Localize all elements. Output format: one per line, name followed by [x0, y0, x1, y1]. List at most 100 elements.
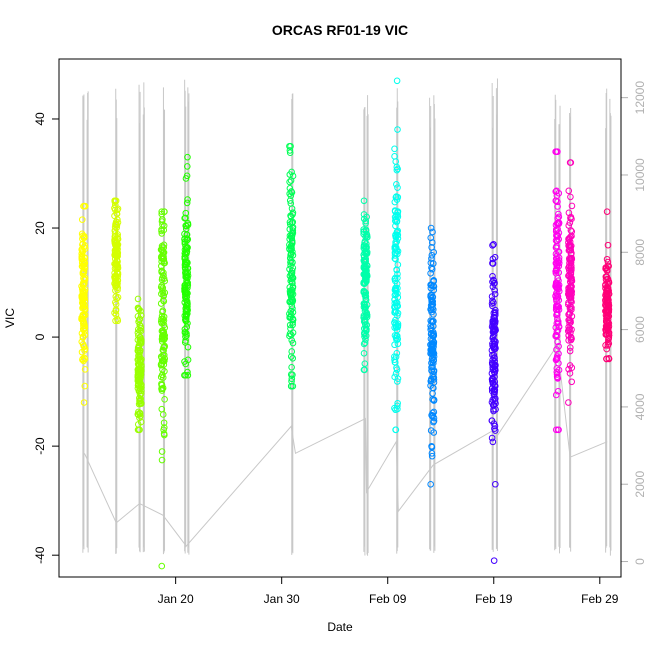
data-point — [182, 222, 189, 230]
data-point — [553, 332, 561, 340]
data-point — [78, 216, 86, 223]
data-point — [555, 210, 562, 218]
data-point — [552, 244, 560, 251]
x-tick-label: Feb 19 — [475, 592, 513, 606]
data-point — [489, 438, 497, 446]
data-point — [183, 163, 191, 170]
data-point — [428, 442, 435, 450]
data-point — [361, 275, 369, 283]
data-point — [80, 202, 87, 210]
data-point — [160, 419, 168, 427]
data-point — [361, 330, 368, 337]
data-point — [111, 206, 119, 214]
data-point — [553, 258, 561, 265]
data-point — [136, 410, 144, 418]
data-point — [393, 349, 401, 357]
data-point — [289, 319, 296, 326]
data-point — [111, 227, 119, 234]
data-point — [391, 309, 398, 316]
data-point — [362, 311, 370, 319]
data-point — [81, 382, 89, 390]
data-point — [111, 197, 118, 205]
data-point — [393, 247, 401, 254]
data-point — [394, 213, 402, 221]
data-point — [393, 302, 401, 310]
y2-tick-label: 6000 — [633, 316, 647, 343]
data-point — [490, 388, 498, 395]
data-point — [112, 293, 120, 300]
data-point — [568, 232, 575, 240]
data-point — [113, 221, 120, 228]
data-point — [289, 315, 297, 323]
data-point — [287, 257, 295, 265]
data-point — [490, 557, 498, 564]
data-point — [555, 269, 563, 276]
data-point — [566, 246, 573, 254]
data-point — [553, 220, 561, 227]
data-point — [362, 217, 370, 225]
data-point — [159, 411, 167, 418]
data-point — [160, 292, 167, 299]
data-point — [552, 250, 560, 258]
data-point — [553, 311, 560, 319]
data-point — [394, 165, 401, 173]
data-point — [567, 336, 575, 344]
data-point — [554, 318, 562, 325]
data-point — [391, 145, 398, 153]
data-point — [361, 339, 369, 347]
data-point — [160, 241, 168, 249]
data-point — [79, 300, 87, 308]
data-point — [286, 147, 294, 154]
data-point — [430, 397, 438, 404]
data-point — [489, 374, 496, 382]
data-point — [391, 213, 399, 221]
data-point — [78, 282, 85, 290]
data-point — [392, 316, 399, 324]
data-point — [428, 244, 435, 251]
series-RF07 — [360, 197, 371, 374]
data-point — [490, 319, 497, 326]
data-point — [287, 233, 295, 240]
data-point — [554, 387, 562, 395]
data-point — [181, 316, 189, 324]
data-point — [78, 254, 86, 261]
data-point — [160, 297, 167, 304]
data-point — [111, 236, 118, 244]
y2-tick-label: 2000 — [633, 471, 647, 498]
y-tick-label: 40 — [33, 112, 47, 126]
y2-tick-label: 4000 — [633, 393, 647, 420]
data-point — [81, 306, 89, 313]
data-point — [603, 273, 610, 281]
data-point — [603, 345, 610, 353]
data-point — [161, 431, 168, 439]
data-point — [394, 378, 401, 385]
data-point — [159, 274, 166, 282]
data-point — [287, 307, 295, 315]
data-point — [552, 391, 560, 399]
data-point — [113, 264, 120, 271]
y2-tick-label: 8000 — [633, 239, 647, 266]
data-point — [360, 287, 368, 295]
data-point — [287, 311, 295, 319]
data-point — [430, 330, 437, 338]
chart-title: ORCAS RF01-19 VIC — [272, 22, 408, 38]
data-point — [289, 321, 296, 329]
data-point — [134, 376, 142, 384]
data-point — [393, 217, 401, 225]
data-point — [394, 184, 401, 191]
data-point — [135, 426, 142, 434]
data-point — [112, 301, 120, 308]
data-point — [112, 311, 120, 318]
data-point — [79, 311, 87, 319]
data-point — [362, 219, 369, 227]
data-point — [555, 323, 563, 330]
data-point — [80, 354, 88, 362]
data-point — [288, 189, 296, 196]
data-point — [286, 289, 294, 297]
x-tick-label: Jan 30 — [264, 592, 300, 606]
data-point — [603, 330, 611, 338]
data-point — [604, 258, 612, 266]
data-point — [566, 242, 573, 249]
data-point — [78, 330, 86, 337]
data-point — [112, 259, 120, 267]
